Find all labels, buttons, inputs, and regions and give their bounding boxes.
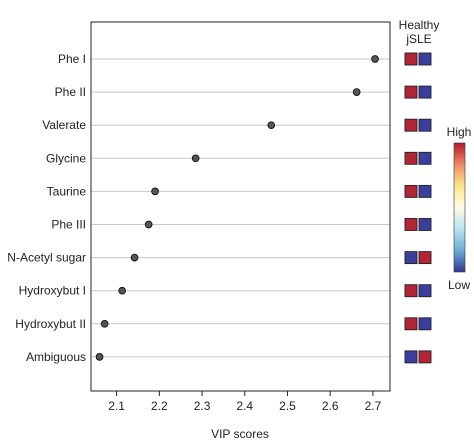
- heatmap-cell: [418, 284, 432, 298]
- data-point: [118, 286, 127, 295]
- heatmap-cell: [404, 284, 418, 298]
- heatmap-cell: [404, 118, 418, 132]
- data-point: [151, 187, 159, 196]
- group-label-healthy: Healthy: [399, 18, 440, 32]
- x-axis-title: VIP scores: [211, 427, 269, 441]
- x-tick-label: 2.4: [236, 399, 253, 413]
- data-point: [144, 220, 153, 229]
- heatmap-cell: [418, 52, 432, 66]
- group-heatmap: [404, 52, 432, 364]
- category-label: Ambiguous: [26, 350, 86, 364]
- heatmap-cell: [418, 151, 432, 165]
- x-tick-label: 2.5: [279, 399, 296, 413]
- heatmap-cell: [418, 85, 432, 99]
- group-header: Healthy jSLE: [399, 18, 440, 46]
- heatmap-cell: [404, 85, 418, 99]
- category-label: Taurine: [47, 184, 87, 198]
- data-point: [100, 319, 109, 328]
- heatmap-cell: [404, 350, 418, 364]
- heatmap-cell: [418, 218, 432, 231]
- data-point: [130, 253, 139, 262]
- heatmap-cell: [418, 251, 432, 265]
- color-scale-low-label: Low: [448, 278, 470, 292]
- x-tick-label: 2.1: [108, 399, 125, 413]
- heatmap-cell: [404, 218, 418, 231]
- data-point: [95, 353, 104, 361]
- heatmap-cell: [418, 317, 432, 331]
- x-tick-label: 2.6: [322, 399, 339, 413]
- heatmap-cell: [404, 52, 418, 66]
- heatmap-cell: [404, 251, 418, 265]
- heatmap-cell: [418, 184, 432, 198]
- data-point: [371, 55, 379, 63]
- data-point: [191, 154, 200, 163]
- x-tick-label: 2.7: [365, 399, 382, 413]
- heatmap-cell: [418, 118, 432, 132]
- category-label: Phe III: [51, 218, 86, 232]
- category-label: Valerate: [42, 118, 86, 132]
- data-points: [95, 55, 379, 361]
- category-label: Phe I: [58, 52, 86, 66]
- x-axis: 2.1 2.2 2.3 2.4 2.5 2.6 2.7: [108, 391, 382, 413]
- heatmap-cell: [418, 350, 432, 364]
- data-point: [352, 88, 361, 96]
- color-scale-bar: [453, 142, 466, 273]
- category-label: Hydroxybut I: [19, 284, 86, 298]
- x-tick-label: 2.2: [151, 399, 168, 413]
- plot-frame: [90, 21, 391, 392]
- group-label-jsle: jSLE: [405, 32, 431, 46]
- color-scale-high-label: High: [447, 125, 472, 139]
- category-label: Phe II: [55, 85, 86, 99]
- heatmap-cell: [404, 317, 418, 331]
- heatmap-cell: [404, 151, 418, 165]
- category-label: Hydroxybut II: [15, 317, 86, 331]
- heatmap-cell: [404, 184, 418, 198]
- x-tick-label: 2.3: [194, 399, 211, 413]
- grid-lines: [91, 58, 390, 358]
- category-label: Glycine: [46, 151, 86, 165]
- category-labels: Phe I Phe II Valerate Glycine Taurine Phe III…: [7, 52, 86, 364]
- color-scale-legend: High Low: [447, 125, 472, 292]
- category-label: N-Acetyl sugar: [7, 251, 86, 265]
- data-point: [267, 121, 276, 130]
